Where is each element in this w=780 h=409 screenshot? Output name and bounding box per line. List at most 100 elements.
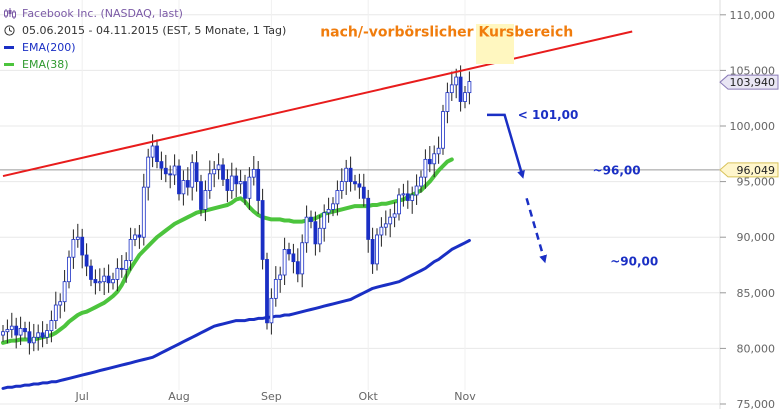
premarket-label: nach/-vorbörslicher Kursbereich bbox=[320, 25, 573, 41]
candle-body bbox=[216, 164, 221, 170]
candle-body bbox=[172, 165, 177, 176]
candle-body bbox=[18, 327, 23, 336]
candle-body bbox=[9, 325, 14, 330]
candle-body bbox=[410, 194, 415, 201]
current-price-tag-label: 103,940 bbox=[730, 76, 776, 89]
reference-price-tag-box bbox=[719, 162, 779, 178]
candle-body bbox=[419, 176, 423, 187]
current-price-tag-box bbox=[719, 74, 779, 90]
reference-price-tag-label: 96,049 bbox=[737, 164, 776, 177]
candle-body bbox=[309, 216, 313, 223]
candle-body bbox=[291, 253, 296, 263]
candle-body bbox=[111, 279, 115, 284]
grid-lines bbox=[0, 0, 720, 405]
candle-body bbox=[14, 325, 19, 336]
candle-body bbox=[181, 180, 186, 195]
candle-body bbox=[375, 234, 379, 265]
candle-body bbox=[392, 213, 397, 218]
candle-body bbox=[97, 281, 102, 284]
candle-body bbox=[278, 274, 283, 280]
legend-range-label: 05.06.2015 - 04.11.2015 (EST, 5 Monate, … bbox=[22, 24, 287, 37]
candle-body bbox=[370, 239, 375, 265]
candle-body bbox=[75, 236, 80, 240]
legend-ticker-label: Facebook Inc. (NASDAQ, last) bbox=[22, 7, 183, 20]
ema200-swatch bbox=[4, 46, 20, 49]
candle-body bbox=[335, 190, 340, 205]
candle-body bbox=[397, 194, 401, 215]
candle-body bbox=[282, 249, 287, 276]
candle-body bbox=[361, 186, 366, 199]
candle-body bbox=[67, 256, 71, 283]
price-tick-label: 100,000 bbox=[730, 120, 776, 133]
candle-body bbox=[115, 267, 120, 280]
candle-body bbox=[102, 275, 107, 283]
ema38-swatch bbox=[4, 63, 20, 66]
candle-body bbox=[124, 260, 129, 270]
target-label: ~90,00 bbox=[610, 255, 658, 269]
candle-body bbox=[322, 212, 327, 229]
candle-body bbox=[383, 223, 388, 228]
candle-body bbox=[119, 267, 124, 270]
candle-body bbox=[432, 153, 437, 165]
candle-body bbox=[80, 236, 85, 256]
candle-body bbox=[348, 167, 353, 182]
legend-ema200-label: EMA(200) bbox=[22, 41, 76, 54]
candle-body bbox=[357, 183, 362, 188]
candle-body bbox=[366, 197, 371, 240]
candle-body bbox=[141, 186, 146, 238]
candle-body bbox=[273, 279, 278, 299]
candle-body bbox=[53, 304, 58, 322]
candle-body bbox=[155, 145, 159, 162]
target-label: < 101,00 bbox=[518, 108, 579, 122]
candle-body bbox=[128, 239, 133, 261]
candle-body bbox=[234, 175, 239, 185]
date-tick-label: Nov bbox=[454, 390, 476, 403]
candle-body bbox=[414, 185, 419, 196]
candle-body bbox=[194, 162, 199, 182]
premarket-highlight bbox=[476, 24, 514, 64]
candle-body bbox=[199, 181, 203, 210]
chart-overlay: < 101,00 ~96,00 ~90,00 nach/-vorbörslicher … bbox=[2, 24, 658, 269]
candle-body bbox=[260, 200, 265, 260]
candle-body bbox=[339, 181, 344, 191]
ema38-layer bbox=[1, 157, 454, 345]
candle-body bbox=[177, 165, 181, 195]
candle-body bbox=[89, 265, 93, 280]
candle-body bbox=[229, 175, 234, 191]
candle-body bbox=[238, 181, 243, 185]
candle-body bbox=[454, 76, 459, 86]
candle-body bbox=[225, 178, 230, 191]
candle-body bbox=[317, 227, 322, 245]
candle-body bbox=[5, 329, 10, 333]
candle-body bbox=[71, 239, 76, 258]
candle-body bbox=[146, 156, 151, 188]
candle-body bbox=[401, 193, 406, 196]
candle-body bbox=[203, 190, 208, 210]
candle-body bbox=[295, 261, 300, 275]
candle-body bbox=[353, 181, 357, 185]
ema200-line bbox=[1, 239, 471, 390]
price-tick-label: 75,000 bbox=[737, 398, 776, 409]
price-tick-label: 105,000 bbox=[730, 64, 776, 77]
resistance-trendline bbox=[2, 30, 633, 178]
legend-range-row: 05.06.2015 - 04.11.2015 (EST, 5 Monate, … bbox=[4, 22, 286, 39]
candlestick-icon bbox=[4, 8, 20, 19]
legend-ema38-label: EMA(38) bbox=[22, 58, 69, 71]
candle-body bbox=[256, 168, 261, 201]
candle-body bbox=[388, 216, 393, 225]
candle-body bbox=[331, 203, 335, 210]
ema200-layer bbox=[1, 239, 471, 390]
candlestick-series bbox=[1, 65, 472, 355]
candle-body bbox=[427, 158, 432, 165]
price-tick-label: 90,000 bbox=[737, 231, 776, 244]
candle-body bbox=[36, 332, 41, 338]
candle-body bbox=[379, 226, 384, 236]
candle-body bbox=[168, 173, 173, 176]
candle-body bbox=[137, 234, 142, 238]
candle-body bbox=[445, 92, 450, 112]
candle-body bbox=[27, 331, 32, 344]
candle-body bbox=[221, 164, 225, 180]
clock-icon bbox=[4, 25, 20, 36]
forecast-arrow bbox=[525, 197, 547, 264]
